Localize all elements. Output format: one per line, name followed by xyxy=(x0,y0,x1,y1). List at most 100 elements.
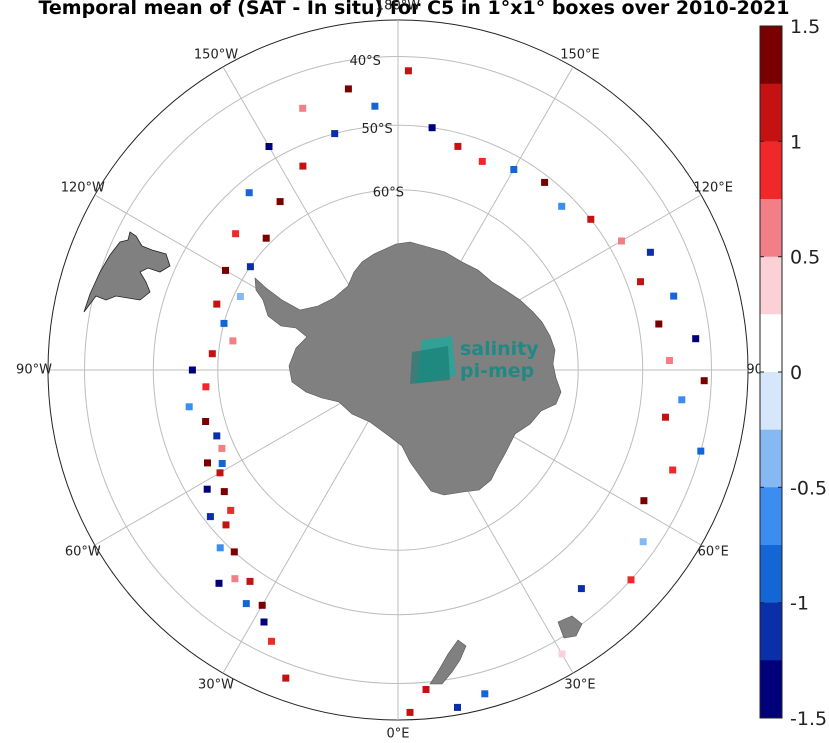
longitude-label: 0°E xyxy=(387,727,410,742)
data-cell xyxy=(236,293,244,300)
data-cell xyxy=(541,178,549,186)
data-cell xyxy=(344,85,352,93)
data-cell xyxy=(618,237,625,245)
data-cell xyxy=(299,104,307,112)
new-zealand-south-island xyxy=(429,639,467,685)
colorbar-swatch xyxy=(760,602,782,661)
data-cell xyxy=(246,263,254,271)
longitude-label: 30°E xyxy=(564,678,595,693)
data-cell xyxy=(220,319,228,327)
data-cell xyxy=(510,166,518,173)
data-cell xyxy=(406,708,414,716)
colorbar-ticks: 1.5 1 0.5 0 -0.5 -1 -1.5 xyxy=(760,16,827,730)
latitude-label: 40°S xyxy=(350,54,381,69)
colorbar-swatch xyxy=(760,429,782,488)
chart-title: Temporal mean of (SAT - In situ) for C5 … xyxy=(38,0,789,19)
data-cell xyxy=(666,357,673,364)
colorbar-swatch xyxy=(760,26,782,85)
longitude-label: 60°W xyxy=(65,545,101,560)
data-cell xyxy=(208,350,216,358)
longitude-label: 150°W xyxy=(194,47,238,62)
south-america-landmass xyxy=(83,231,171,313)
data-cell xyxy=(669,466,677,474)
data-cell xyxy=(371,102,379,110)
data-cell xyxy=(422,686,430,693)
longitude-label: 30°W xyxy=(198,678,234,693)
data-cells xyxy=(185,67,708,716)
colorbar-swatches xyxy=(760,26,782,719)
data-cell xyxy=(587,215,595,223)
data-cell xyxy=(481,690,489,698)
data-cell xyxy=(662,413,669,421)
colorbar-tick-label: -0.5 xyxy=(790,477,827,499)
longitude-label: 90°W xyxy=(16,363,52,378)
data-cell xyxy=(640,497,648,505)
colorbar-swatch xyxy=(760,141,782,200)
data-cell xyxy=(454,142,462,150)
colorbar-swatch xyxy=(760,199,782,258)
colorbar-swatch xyxy=(760,256,782,315)
data-cell xyxy=(220,488,228,496)
data-cell xyxy=(188,366,196,374)
data-cell xyxy=(202,383,210,391)
colorbar-swatch xyxy=(760,545,782,604)
longitude-label: 120°W xyxy=(61,181,105,196)
watermark-line1: salinity xyxy=(460,338,539,360)
data-cell xyxy=(222,266,229,274)
data-cell xyxy=(246,577,254,585)
data-cell xyxy=(692,335,700,343)
colorbar: 1.5 1 0.5 0 -0.5 -1 -1.5 xyxy=(759,16,827,730)
data-cell xyxy=(230,548,238,556)
longitude-label: 180°W xyxy=(376,0,420,14)
data-cell xyxy=(242,600,250,608)
data-cell xyxy=(202,418,210,425)
data-cell xyxy=(454,703,461,711)
data-cell xyxy=(262,234,270,242)
data-cell xyxy=(216,469,224,477)
data-cell xyxy=(577,585,585,593)
colorbar-swatch xyxy=(760,314,782,373)
data-cell xyxy=(232,230,240,238)
data-cell xyxy=(428,124,436,132)
data-cell xyxy=(646,248,654,256)
data-cell xyxy=(700,377,708,385)
longitude-label: 120°E xyxy=(693,181,733,196)
colorbar-tick-label: -1.5 xyxy=(790,708,827,730)
data-cell xyxy=(258,601,266,609)
data-cell xyxy=(276,198,284,206)
watermark-line2: pi-mep xyxy=(460,360,534,382)
polar-map: 0°E30°E60°E90°E120°E150°E180°W150°W120°W… xyxy=(16,0,778,742)
colorbar-tick-label: 0.5 xyxy=(790,247,820,269)
colorbar-tick-label: 0 xyxy=(790,362,802,384)
data-cell xyxy=(260,618,268,626)
data-cell xyxy=(282,674,290,682)
data-cell xyxy=(637,278,644,286)
landmasses xyxy=(83,231,583,685)
salinity-pimep-logo: salinity pi-mep xyxy=(410,336,539,384)
data-cell xyxy=(215,579,223,587)
colorbar-swatch xyxy=(760,83,782,142)
data-cell xyxy=(478,157,486,165)
data-cell xyxy=(206,513,214,521)
data-cell xyxy=(265,143,273,150)
longitude-label: 150°E xyxy=(560,47,600,62)
tasmania-landmass xyxy=(557,615,583,639)
data-cell xyxy=(655,320,663,328)
latitude-label: 50°S xyxy=(362,122,393,137)
data-cell xyxy=(203,485,211,493)
graticule-labels: 0°E30°E60°E90°E120°E150°E180°W150°W120°W… xyxy=(16,0,778,742)
data-cell xyxy=(697,447,705,455)
data-cell xyxy=(299,162,307,170)
data-cell xyxy=(229,337,237,345)
colorbar-swatch xyxy=(760,660,782,719)
colorbar-tick-label: -1 xyxy=(790,593,809,615)
colorbar-swatch xyxy=(760,372,782,431)
data-cell xyxy=(222,521,230,529)
data-cell xyxy=(558,650,566,658)
data-cell xyxy=(245,189,253,197)
data-cell xyxy=(558,202,566,210)
colorbar-tick-label: 1.5 xyxy=(790,16,820,38)
data-cell xyxy=(185,403,193,411)
colorbar-swatch xyxy=(760,487,782,546)
